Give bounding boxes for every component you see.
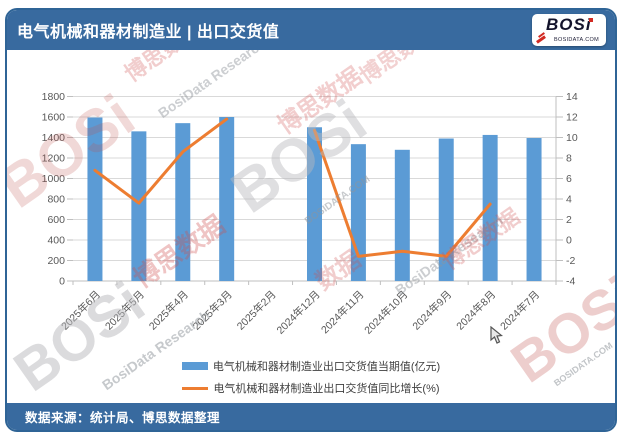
chart-card: 电气机械和器材制造业 | 出口交货值 BOSi BOSIDATA.COM 0 20… bbox=[5, 8, 617, 432]
chart-area: 0 200 400 600 800 1000 1200 1400 1600 1800 -4 -2 0 2 4… bbox=[7, 50, 615, 403]
legend-item-bar-series: 电气机械和器材制造业出口交货值当期值(亿元) bbox=[181, 358, 441, 374]
bar bbox=[350, 144, 366, 281]
footer-bar: 数据来源：统计局、博思数据整理 bbox=[7, 403, 615, 430]
right-axis-label: 2 bbox=[566, 214, 572, 226]
page-title: 电气机械和器材制造业 | 出口交货值 bbox=[17, 24, 280, 41]
x-axis-label: 2025年2月 bbox=[234, 288, 279, 333]
left-axis-label: 0 bbox=[59, 276, 65, 288]
left-axis-label: 600 bbox=[47, 214, 65, 226]
left-axis-label: 200 bbox=[47, 255, 65, 267]
x-axis-label: 2024年11月 bbox=[318, 288, 366, 336]
logo-subtext: BOSIDATA.COM bbox=[554, 37, 599, 43]
bar bbox=[175, 123, 191, 282]
data-source: 数据来源：统计局、博思数据整理 bbox=[25, 411, 221, 425]
trend-line bbox=[313, 128, 492, 258]
header-bar: 电气机械和器材制造业 | 出口交货值 BOSi BOSIDATA.COM bbox=[7, 10, 615, 50]
x-axis-label: 2025年5月 bbox=[102, 288, 147, 333]
left-axis-label: 1200 bbox=[42, 153, 66, 165]
bar bbox=[131, 131, 147, 281]
left-axis-label: 1800 bbox=[42, 91, 66, 103]
right-axis-label: -2 bbox=[566, 255, 575, 267]
bar bbox=[87, 117, 103, 281]
right-axis-label: 8 bbox=[566, 153, 572, 165]
left-axis-label: 400 bbox=[47, 235, 65, 247]
bar bbox=[219, 117, 235, 281]
x-axis-label: 2025年6月 bbox=[58, 288, 103, 333]
chart-legend: 电气机械和器材制造业出口交货值当期值(亿元) 电气机械和器材制造业出口交货值同比… bbox=[7, 358, 615, 396]
left-axis-label: 1000 bbox=[42, 173, 66, 185]
logo-dot-accent bbox=[589, 18, 593, 22]
right-axis-label: 0 bbox=[566, 235, 572, 247]
legend-label: 电气机械和器材制造业出口交货值同比增长(%) bbox=[213, 383, 440, 395]
right-axis-label: 14 bbox=[566, 91, 578, 103]
bar bbox=[307, 127, 322, 281]
x-axis-label: 2024年9月 bbox=[410, 288, 455, 333]
mouse-cursor bbox=[490, 326, 503, 344]
bar bbox=[394, 149, 410, 281]
left-axis-label: 1600 bbox=[42, 112, 66, 124]
combo-chart: 0 200 400 600 800 1000 1200 1400 1600 1800 -4 -2 0 2 4… bbox=[42, 91, 578, 337]
trend-line bbox=[93, 117, 229, 205]
logo-text: BOSi bbox=[546, 15, 592, 34]
bar-series-swatch bbox=[181, 362, 208, 370]
x-axis-label: 2024年12月 bbox=[274, 288, 323, 337]
bar bbox=[438, 138, 454, 281]
left-axis-label: 800 bbox=[47, 194, 65, 206]
x-axis-label: 2024年7月 bbox=[497, 288, 542, 333]
right-axis-label: -4 bbox=[566, 276, 575, 288]
line-series-swatch bbox=[182, 386, 209, 390]
legend-label: 电气机械和器材制造业出口交货值当期值(亿元) bbox=[212, 361, 441, 373]
x-axis-label: 2025年4月 bbox=[146, 288, 191, 333]
right-axis-label: 10 bbox=[566, 132, 578, 144]
left-axis-label: 1400 bbox=[42, 132, 66, 144]
legend-item-line-series: 电气机械和器材制造业出口交货值同比增长(%) bbox=[182, 380, 440, 396]
x-axis-label: 2025年3月 bbox=[190, 288, 235, 333]
right-axis-label: 12 bbox=[566, 112, 578, 124]
bosi-logo: BOSi BOSIDATA.COM bbox=[532, 14, 606, 46]
right-axis-label: 4 bbox=[566, 194, 572, 206]
x-axis-label: 2024年10月 bbox=[362, 288, 411, 337]
bar bbox=[482, 134, 498, 281]
right-axis-label: 6 bbox=[566, 173, 572, 185]
bar bbox=[526, 138, 542, 281]
